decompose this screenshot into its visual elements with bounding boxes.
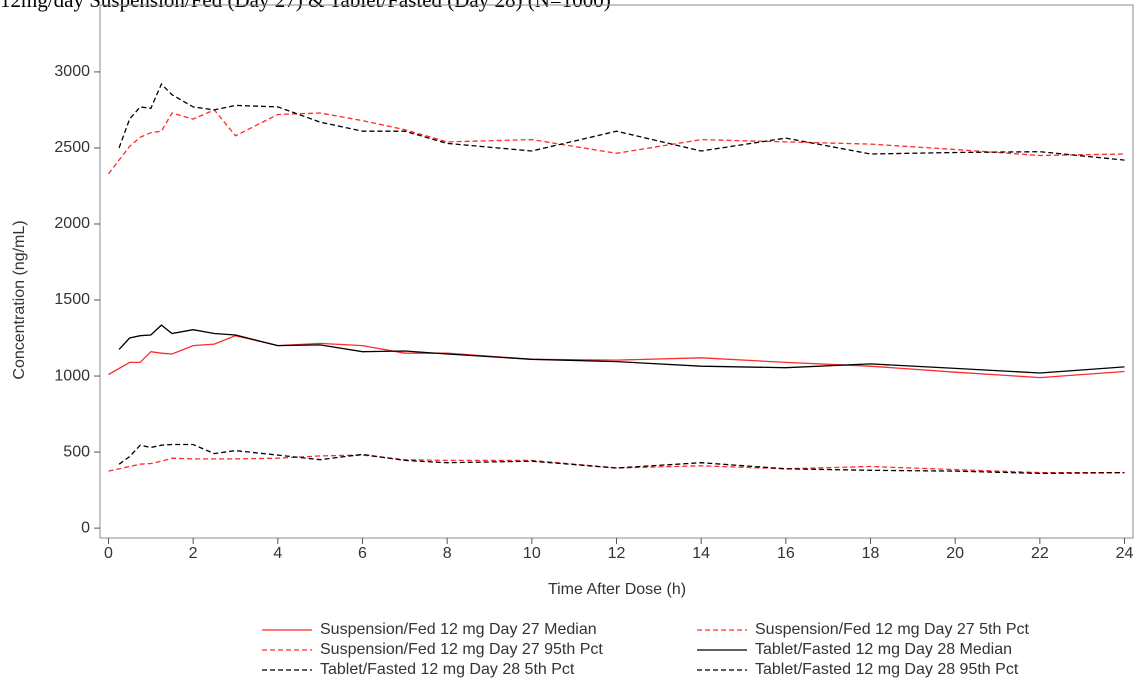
legend-label: Tablet/Fasted 12 mg Day 28 5th Pct [320,661,575,678]
x-tick-label: 24 [1116,545,1134,562]
y-axis-label: Concentration (ng/mL) [11,220,28,379]
series-line [118,82,1125,161]
legend-label: Tablet/Fasted 12 mg Day 28 95th Pct [755,661,1019,678]
y-tick-label: 3000 [54,63,90,80]
y-tick-label: 500 [63,443,90,460]
legend-label: Suspension/Fed 12 mg Day 27 5th Pct [755,621,1029,638]
y-tick-label: 1000 [54,367,90,384]
series-line [108,454,1125,474]
y-tick-label: 1500 [54,291,90,308]
legend-label: Suspension/Fed 12 mg Day 27 Median [320,621,597,638]
x-tick-label: 6 [358,545,367,562]
x-tick-label: 22 [1031,545,1049,562]
x-tick-label: 14 [692,545,710,562]
legend-label: Suspension/Fed 12 mg Day 27 95th Pct [320,641,603,658]
y-tick-label: 2500 [54,139,90,156]
x-tick-label: 4 [273,545,282,562]
x-tick-label: 16 [777,545,795,562]
x-axis-label: Time After Dose (h) [548,581,686,598]
legend-label: Tablet/Fasted 12 mg Day 28 Median [755,641,1012,658]
x-tick-label: 0 [104,545,113,562]
x-tick-label: 20 [946,545,964,562]
x-tick-label: 18 [862,545,880,562]
series-line [118,443,1125,475]
series-line [108,335,1125,379]
x-tick-label: 12 [608,545,626,562]
series-line [118,324,1125,374]
y-tick-label: 0 [81,519,90,536]
y-tick-label: 2000 [54,215,90,232]
x-tick-label: 10 [523,545,541,562]
series-line [107,109,1125,175]
x-tick-label: 8 [443,545,452,562]
x-tick-label: 2 [189,545,198,562]
